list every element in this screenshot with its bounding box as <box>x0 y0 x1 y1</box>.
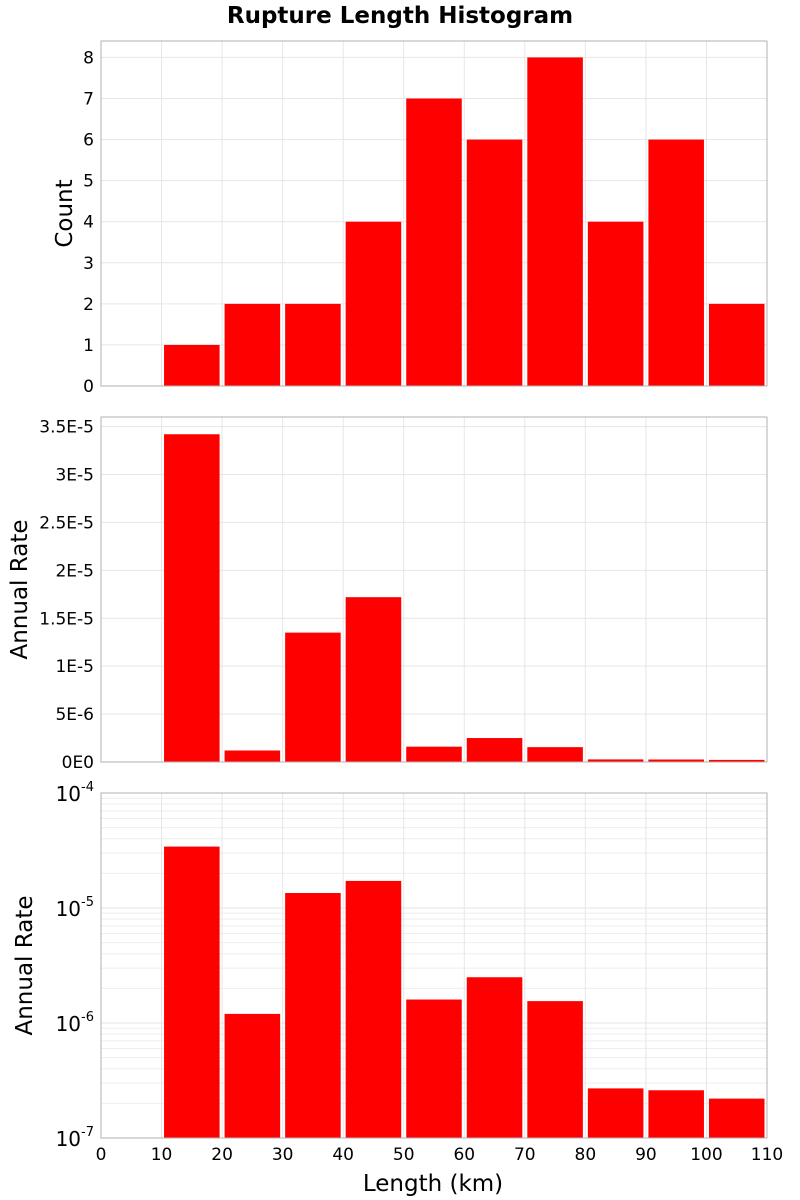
y-axis-label: Annual Rate <box>7 520 33 660</box>
plot-frame <box>100 792 768 1139</box>
y-tick-label: 4 <box>83 213 94 233</box>
bar <box>164 344 220 386</box>
plot-frame <box>100 416 768 763</box>
bar <box>224 1013 281 1138</box>
bar <box>164 434 220 762</box>
bar <box>345 221 402 386</box>
bar <box>527 57 583 387</box>
x-tick-label: 80 <box>575 1145 597 1165</box>
bar <box>345 880 402 1138</box>
y-axis-label: Count <box>52 179 78 247</box>
y-tick-label: 10-5 <box>56 895 94 921</box>
panel-2: 0E0 5E-6 1E-5 1.5E-5 2E-5 2.5E-5 3E-5 3.5E-5 Ann… <box>7 416 768 773</box>
y-tick-label: 7 <box>83 90 94 110</box>
y-tick-label: 1.5E-5 <box>39 609 94 629</box>
bar <box>285 303 341 386</box>
y-tick-label: 10-7 <box>56 1125 94 1151</box>
bar <box>466 139 523 386</box>
y-tick-label: 2.5E-5 <box>39 513 94 533</box>
x-tick-label: 110 <box>751 1145 783 1165</box>
x-tick-label: 70 <box>514 1145 536 1165</box>
y-tick-label: 1 <box>83 336 94 356</box>
bar <box>164 846 220 1138</box>
panel-3: 10-7 10-6 10-5 10-4 Annual Rate 0 10 20 30 40 50 60… <box>12 780 783 1165</box>
bar <box>224 750 281 762</box>
y-tick-label: 3E-5 <box>55 466 94 486</box>
y-tick-label: 5 <box>83 172 94 192</box>
x-tick-label: 10 <box>151 1145 173 1165</box>
bar <box>527 1001 583 1138</box>
bar <box>648 1090 704 1138</box>
y-tick-label: 2E-5 <box>55 561 94 581</box>
x-tick-label: 60 <box>453 1145 475 1165</box>
bar <box>406 999 462 1138</box>
bar <box>345 597 402 762</box>
chart-title: Rupture Length Histogram <box>227 3 573 29</box>
x-tick-label: 20 <box>211 1145 233 1165</box>
y-tick-label: 10-4 <box>56 780 94 806</box>
x-tick-label: 50 <box>393 1145 415 1165</box>
bar <box>587 1088 644 1138</box>
y-tick-label: 0E0 <box>62 753 94 773</box>
x-tick-label: 40 <box>332 1145 354 1165</box>
y-tick-label: 2 <box>83 295 94 315</box>
bar <box>648 759 704 762</box>
bar <box>466 977 523 1138</box>
bar <box>648 139 704 386</box>
panel-1: 0 1 2 3 4 5 6 7 8 Count <box>52 40 768 397</box>
x-tick-label: 0 <box>96 1145 107 1165</box>
y-tick-label: 3.5E-5 <box>39 418 94 438</box>
y-tick-label: 8 <box>83 48 94 68</box>
bar <box>587 759 644 762</box>
bar <box>527 747 583 762</box>
y-tick-label: 3 <box>83 254 94 274</box>
x-tick-label: 30 <box>272 1145 294 1165</box>
y-tick-label: 1E-5 <box>55 657 94 677</box>
bar <box>285 893 341 1138</box>
bar <box>285 632 341 762</box>
chart-panels: 0 1 2 3 4 5 6 7 8 Count 0E0 5E-6 1E-5 1.5E-5 2E-5 2.5E-… <box>7 40 783 1165</box>
y-tick-label: 0 <box>83 377 94 397</box>
y-tick-label: 5E-6 <box>55 705 94 725</box>
bar <box>466 738 523 762</box>
bar <box>708 303 765 386</box>
bar <box>587 221 644 386</box>
bar <box>708 1098 765 1138</box>
x-tick-label: 90 <box>635 1145 657 1165</box>
bar <box>406 98 462 386</box>
y-axis-label: Annual Rate <box>12 896 38 1036</box>
plot-frame <box>100 40 768 387</box>
x-tick-label: 100 <box>690 1145 722 1165</box>
x-axis-label: Length (km) <box>363 1171 503 1197</box>
y-tick-label: 10-6 <box>56 1010 94 1036</box>
bar <box>708 759 765 762</box>
bar <box>406 746 462 762</box>
y-tick-label: 6 <box>83 131 94 151</box>
bar <box>224 303 281 386</box>
